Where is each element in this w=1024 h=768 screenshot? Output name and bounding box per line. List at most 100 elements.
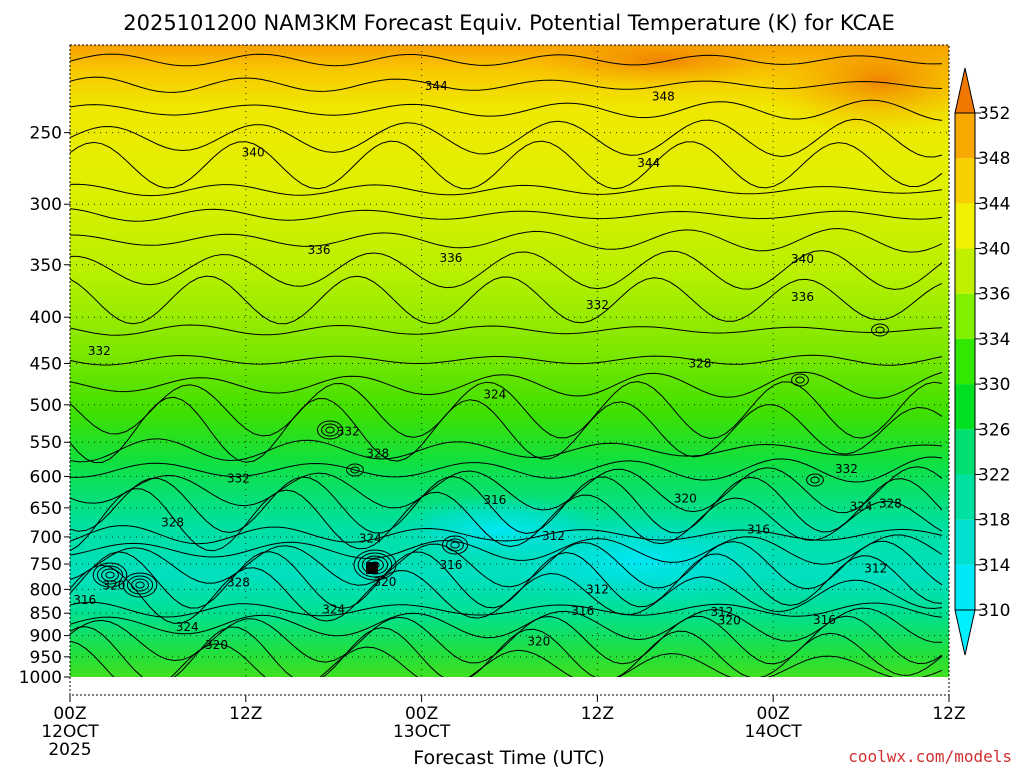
contour-ring [105, 571, 115, 579]
y-tick-label: 700 [30, 528, 62, 548]
singularity-marker [366, 562, 378, 574]
colorbar-tick-label: 314 [978, 556, 1010, 576]
colorbar-tick-label: 344 [978, 194, 1010, 214]
contour-line [70, 381, 943, 440]
colorbar-tick-label: 330 [978, 375, 1010, 395]
contour-line [70, 354, 943, 366]
contour-ring [135, 581, 145, 589]
contour-line [70, 540, 943, 590]
colorbar-tick-label: 310 [978, 601, 1010, 621]
contour-ring [350, 466, 360, 474]
contour-ring [450, 541, 460, 549]
x-tick-date: 12OCT [41, 722, 99, 742]
y-tick-label: 400 [30, 308, 62, 328]
contour-line [70, 324, 943, 336]
contour-label: 340 [791, 252, 814, 266]
contour-line [70, 118, 943, 158]
x-tick-label: 00Z [53, 704, 86, 724]
warm-region [510, 45, 810, 90]
contour-ring [441, 535, 469, 555]
y-tick-label: 600 [30, 467, 62, 487]
contour-ring [791, 373, 809, 387]
contour-line [70, 626, 943, 677]
colorbar-segment [955, 293, 975, 339]
x-axis-label: Forecast Time (UTC) [413, 747, 604, 768]
y-tick-label: 350 [30, 256, 62, 276]
contour-label: 320 [718, 614, 741, 628]
contour-ring [321, 423, 339, 437]
x-tick-label: 12Z [932, 704, 965, 724]
contour-label: 332 [227, 471, 250, 485]
colorbar-tick-label: 336 [978, 285, 1010, 305]
contour-line [70, 371, 943, 399]
colorbar-segment [955, 248, 975, 294]
contour-ring [346, 463, 364, 477]
contour-label: 316 [73, 593, 96, 607]
y-tick-label: 800 [30, 580, 62, 600]
y-tick-label: 650 [30, 499, 62, 519]
contour-line [70, 640, 943, 677]
contour-line [70, 183, 943, 197]
contour-line [70, 275, 943, 325]
y-axis: 250 300 350 400 450 500 550 600 650 700 750 800 850 9… [19, 124, 70, 688]
contour-line [70, 601, 943, 618]
contour-label: 348 [652, 89, 675, 103]
contour-label: 344 [425, 79, 448, 93]
colorbar-segment [955, 474, 975, 520]
contour-labels: 344 348 340 344 336 336 340 332 336 332 328 324 332 3… [73, 79, 902, 652]
colorbar-segment [955, 519, 975, 565]
contour-label: 312 [542, 529, 565, 543]
colorbar-frame [954, 112, 976, 611]
y-tick-label: 550 [30, 433, 62, 453]
contour-label: 328 [879, 497, 902, 511]
contour-label: 336 [308, 243, 331, 257]
contour-label: 312 [710, 605, 733, 619]
contour-ring [795, 376, 805, 384]
contour-label: 324 [483, 387, 506, 401]
contour-label: 320 [527, 634, 550, 648]
y-tick-label: 500 [30, 396, 62, 416]
colorbar-segment [955, 113, 975, 159]
contour-label: 320 [374, 575, 397, 589]
contour-line [70, 53, 943, 67]
contour-label: 336 [791, 290, 814, 304]
contour-line [70, 607, 942, 643]
colorbar-segment [955, 429, 975, 475]
contour-ring [122, 572, 158, 598]
contour-ring [353, 549, 397, 581]
ground-below-surface [70, 677, 949, 695]
contour-label: 328 [227, 575, 250, 589]
contour-line [70, 456, 943, 483]
contour-line [70, 438, 943, 463]
colorbar-segment [955, 203, 975, 249]
contour-line [70, 99, 943, 121]
colorbar-segment [955, 564, 975, 610]
contour-ring [325, 426, 335, 434]
y-tick-label: 250 [30, 124, 62, 144]
contour-label: 328 [161, 516, 184, 530]
contour-label: 332 [337, 424, 360, 438]
colorbar-tick-label: 318 [978, 511, 1010, 531]
contour-ring [92, 562, 128, 588]
contour-line [70, 396, 943, 463]
x-tick-label: 12Z [229, 704, 262, 724]
contour-ring [96, 565, 124, 585]
contour-label: 312 [864, 562, 887, 576]
contour-lines [70, 53, 943, 677]
y-tick-label: 450 [30, 354, 62, 374]
contour-line [70, 227, 943, 253]
contour-label: 336 [439, 251, 462, 265]
credit-text: coolwx.com/models [848, 747, 1012, 766]
contour-label: 340 [242, 146, 265, 160]
plot-area: 344 348 340 344 336 336 340 332 336 332 328 324 332 3… [70, 45, 949, 695]
contour-label: 320 [102, 578, 125, 592]
x-tick-date: 14OCT [745, 722, 803, 742]
contour-line [70, 466, 943, 514]
y-tick-label: 950 [30, 648, 62, 668]
contour-label: 328 [688, 356, 711, 370]
warm-region [760, 45, 949, 135]
contour-line [70, 525, 943, 545]
contour-ring [316, 420, 344, 440]
colorbar-segment [955, 338, 975, 385]
